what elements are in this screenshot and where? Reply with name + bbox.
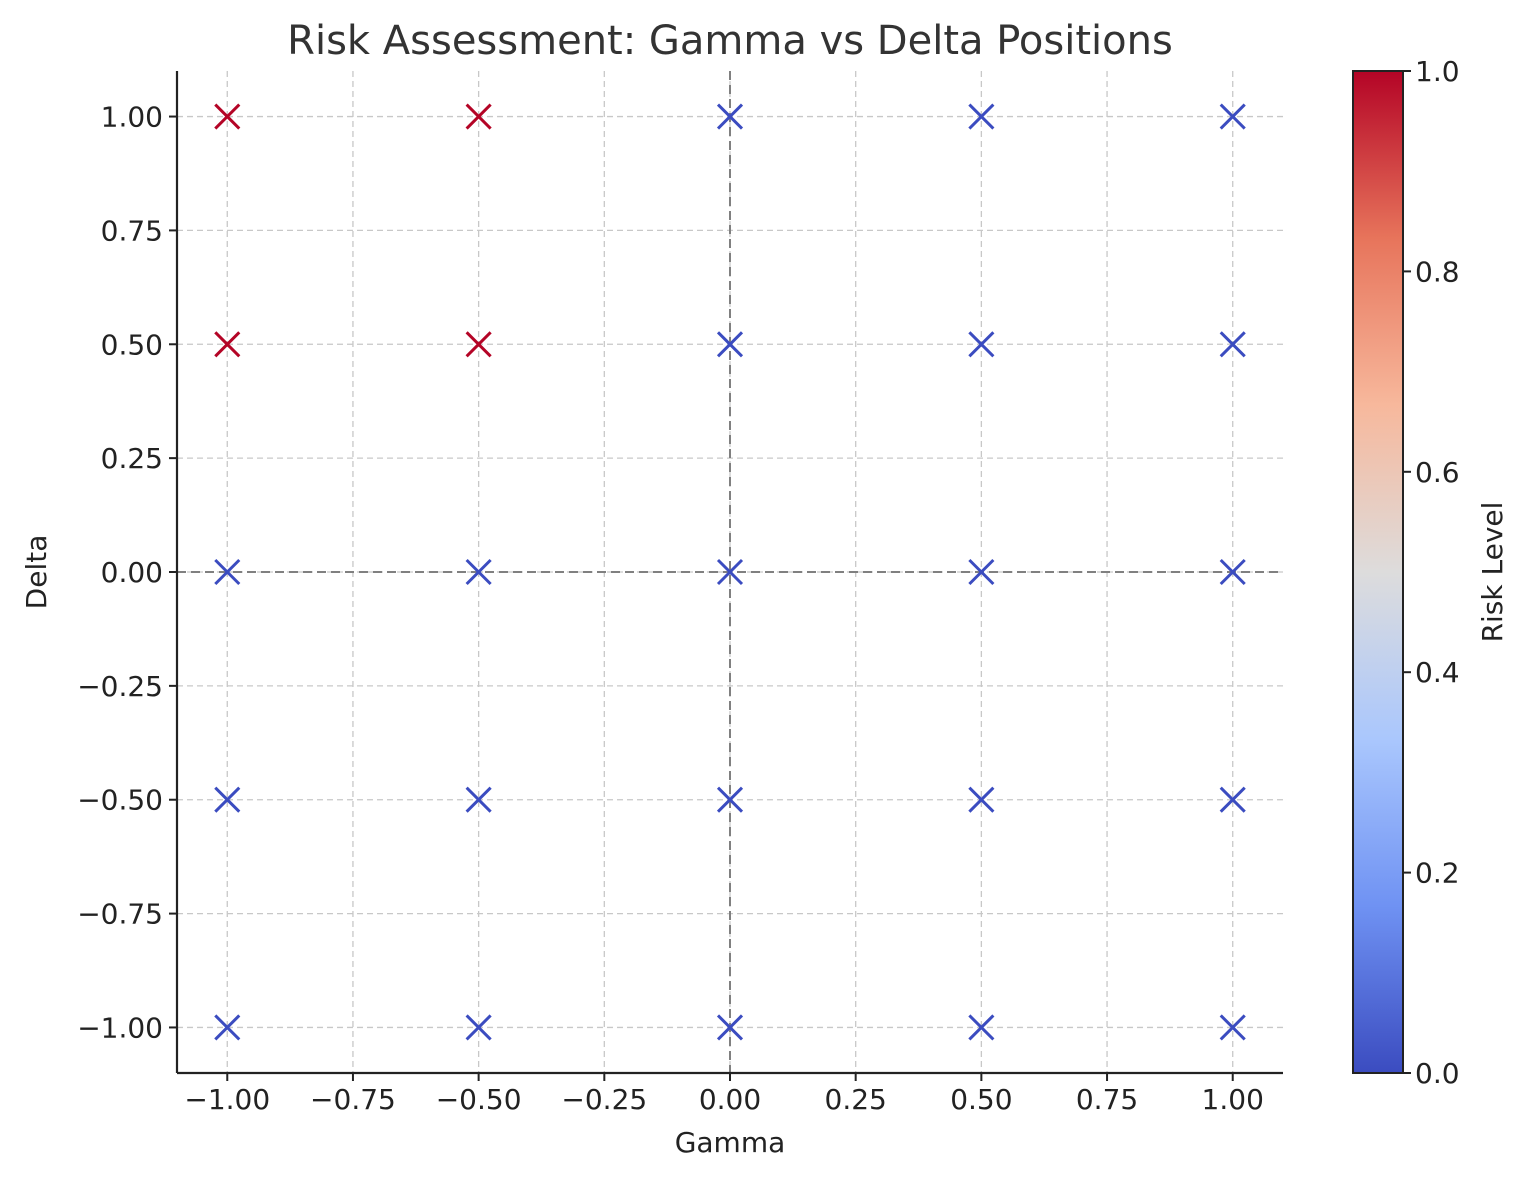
data-point bbox=[214, 331, 241, 358]
data-point-stroke bbox=[716, 558, 744, 586]
data-point bbox=[214, 558, 241, 586]
y-tick-label: −0.75 bbox=[77, 898, 163, 931]
data-point-stroke bbox=[1219, 558, 1246, 586]
chart-title: Risk Assessment: Gamma vs Delta Position… bbox=[287, 18, 1173, 64]
data-point bbox=[465, 331, 492, 358]
data-point bbox=[465, 1014, 492, 1041]
data-point-stroke bbox=[1219, 1014, 1246, 1041]
x-tick-label: −0.25 bbox=[561, 1083, 647, 1116]
data-point-stroke bbox=[465, 786, 492, 813]
data-point-stroke bbox=[1219, 331, 1246, 358]
data-point bbox=[716, 103, 744, 130]
axes: −1.00 −0.75 −0.50 −0.25 0.00 0.25 0.50 0.75 1.00… bbox=[77, 71, 1283, 1116]
x-axis-label: Gamma bbox=[675, 1126, 786, 1159]
data-point bbox=[465, 786, 492, 813]
data-point bbox=[1219, 331, 1246, 358]
data-point bbox=[1219, 786, 1246, 813]
x-tick-label: −1.00 bbox=[184, 1083, 270, 1116]
data-point bbox=[716, 331, 744, 358]
data-point bbox=[1219, 558, 1246, 586]
data-point-stroke bbox=[968, 1014, 995, 1041]
y-tick-label: −0.25 bbox=[77, 670, 163, 703]
data-point bbox=[1219, 1014, 1246, 1041]
colorbar-frame bbox=[1352, 70, 1404, 1074]
x-tick-label: 0.00 bbox=[699, 1083, 761, 1116]
data-point bbox=[968, 1014, 995, 1041]
y-tick-label: 0.00 bbox=[101, 556, 163, 589]
data-point-stroke bbox=[1219, 103, 1246, 130]
data-point-stroke bbox=[716, 103, 744, 130]
data-point bbox=[716, 1014, 744, 1041]
data-point-stroke bbox=[465, 331, 492, 358]
data-point bbox=[214, 786, 241, 813]
data-point-stroke bbox=[716, 331, 744, 358]
data-point-stroke bbox=[968, 786, 995, 813]
data-point bbox=[968, 103, 995, 130]
x-tick-label: 0.25 bbox=[825, 1083, 887, 1116]
y-tick-label: 1.00 bbox=[101, 101, 163, 134]
x-tick-label: 0.50 bbox=[950, 1083, 1012, 1116]
data-point-stroke bbox=[1219, 786, 1246, 813]
y-axis-label: Delta bbox=[20, 535, 53, 610]
data-point bbox=[716, 558, 744, 586]
x-tick-label: −0.75 bbox=[310, 1083, 396, 1116]
data-point bbox=[1219, 103, 1246, 130]
data-points bbox=[214, 103, 1246, 1041]
data-point-stroke bbox=[968, 558, 995, 586]
colorbar-fill bbox=[1353, 71, 1403, 1073]
colorbar-tick-label: 0.8 bbox=[1415, 255, 1460, 288]
y-tick-label: 0.50 bbox=[101, 328, 163, 361]
data-point-stroke bbox=[465, 103, 492, 130]
data-point bbox=[214, 1014, 241, 1041]
colorbar-tick-label: 0.0 bbox=[1415, 1057, 1460, 1090]
data-point bbox=[465, 558, 492, 586]
data-point bbox=[968, 786, 995, 813]
data-point-stroke bbox=[214, 1014, 241, 1041]
x-tick-label: −0.50 bbox=[436, 1083, 522, 1116]
data-point bbox=[214, 103, 241, 130]
x-tick-label: 1.00 bbox=[1202, 1083, 1264, 1116]
colorbar: 0.0 0.2 0.4 0.6 0.8 1.0 bbox=[1352, 55, 1460, 1090]
data-point-stroke bbox=[716, 1014, 744, 1041]
colorbar-tick-label: 0.6 bbox=[1415, 456, 1460, 489]
data-point-stroke bbox=[465, 558, 492, 586]
colorbar-label: Risk Level bbox=[1476, 502, 1509, 643]
data-point bbox=[465, 103, 492, 130]
data-point-stroke bbox=[214, 103, 241, 130]
data-point bbox=[968, 558, 995, 586]
colorbar-tick-label: 1.0 bbox=[1415, 55, 1460, 88]
x-tick-label: 0.75 bbox=[1076, 1083, 1138, 1116]
colorbar-tick-label: 0.2 bbox=[1415, 857, 1460, 890]
data-point-stroke bbox=[214, 786, 241, 813]
colorbar-tick-label: 0.4 bbox=[1415, 656, 1460, 689]
y-tick-label: −0.50 bbox=[77, 784, 163, 817]
data-point-stroke bbox=[465, 1014, 492, 1041]
y-tick-label: −1.00 bbox=[77, 1011, 163, 1044]
data-point-stroke bbox=[968, 103, 995, 130]
data-point-stroke bbox=[716, 786, 744, 813]
data-point bbox=[968, 331, 995, 358]
y-tick-label: 0.25 bbox=[101, 442, 163, 475]
data-point-stroke bbox=[968, 331, 995, 358]
data-point bbox=[716, 786, 744, 813]
data-point-stroke bbox=[214, 331, 241, 358]
y-tick-label: 0.75 bbox=[101, 214, 163, 247]
data-point-stroke bbox=[214, 558, 241, 586]
